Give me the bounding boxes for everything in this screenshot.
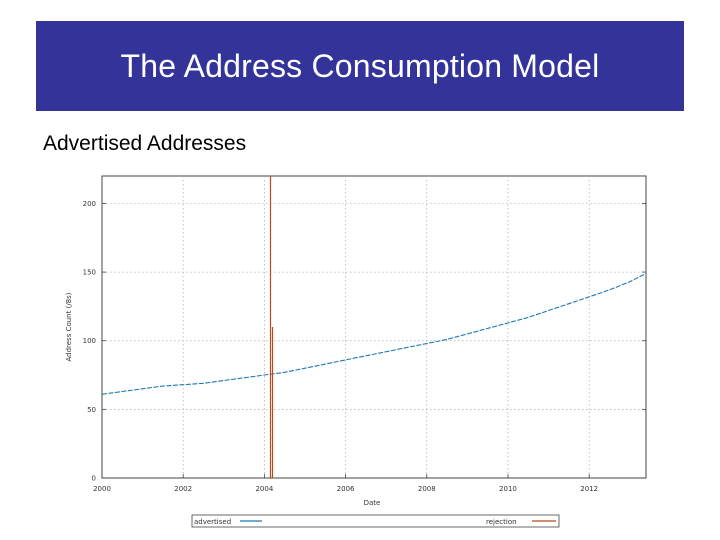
x-tick-label: 2002 [174, 485, 192, 493]
title-bar: The Address Consumption Model [36, 21, 684, 111]
x-tick-label: 2008 [418, 485, 436, 493]
x-tick-label: 2012 [580, 485, 598, 493]
series-line-advertised [101, 273, 647, 395]
x-tick-label: 2010 [499, 485, 517, 493]
x-tick-label: 2004 [255, 485, 273, 493]
y-axis-label: Address Count (/8s) [65, 292, 73, 361]
x-tick-label: 2000 [93, 485, 111, 493]
x-tick-label: 2006 [337, 485, 355, 493]
x-axis-label: Date [364, 499, 381, 507]
y-tick-label: 0 [92, 475, 96, 483]
slide-subtitle: Advertised Addresses [43, 132, 247, 155]
legend-label-advertised: advertised [194, 518, 231, 526]
y-tick-label: 200 [83, 200, 96, 208]
y-tick-label: 100 [83, 337, 96, 345]
legend-label-rejection: rejection [486, 518, 517, 526]
plot-frame [101, 175, 647, 479]
y-tick-label: 50 [87, 406, 96, 414]
slide-title: The Address Consumption Model [120, 47, 600, 84]
y-tick-label: 150 [83, 269, 96, 277]
legend-box [191, 514, 560, 528]
series-line-rejection [269, 176, 274, 479]
